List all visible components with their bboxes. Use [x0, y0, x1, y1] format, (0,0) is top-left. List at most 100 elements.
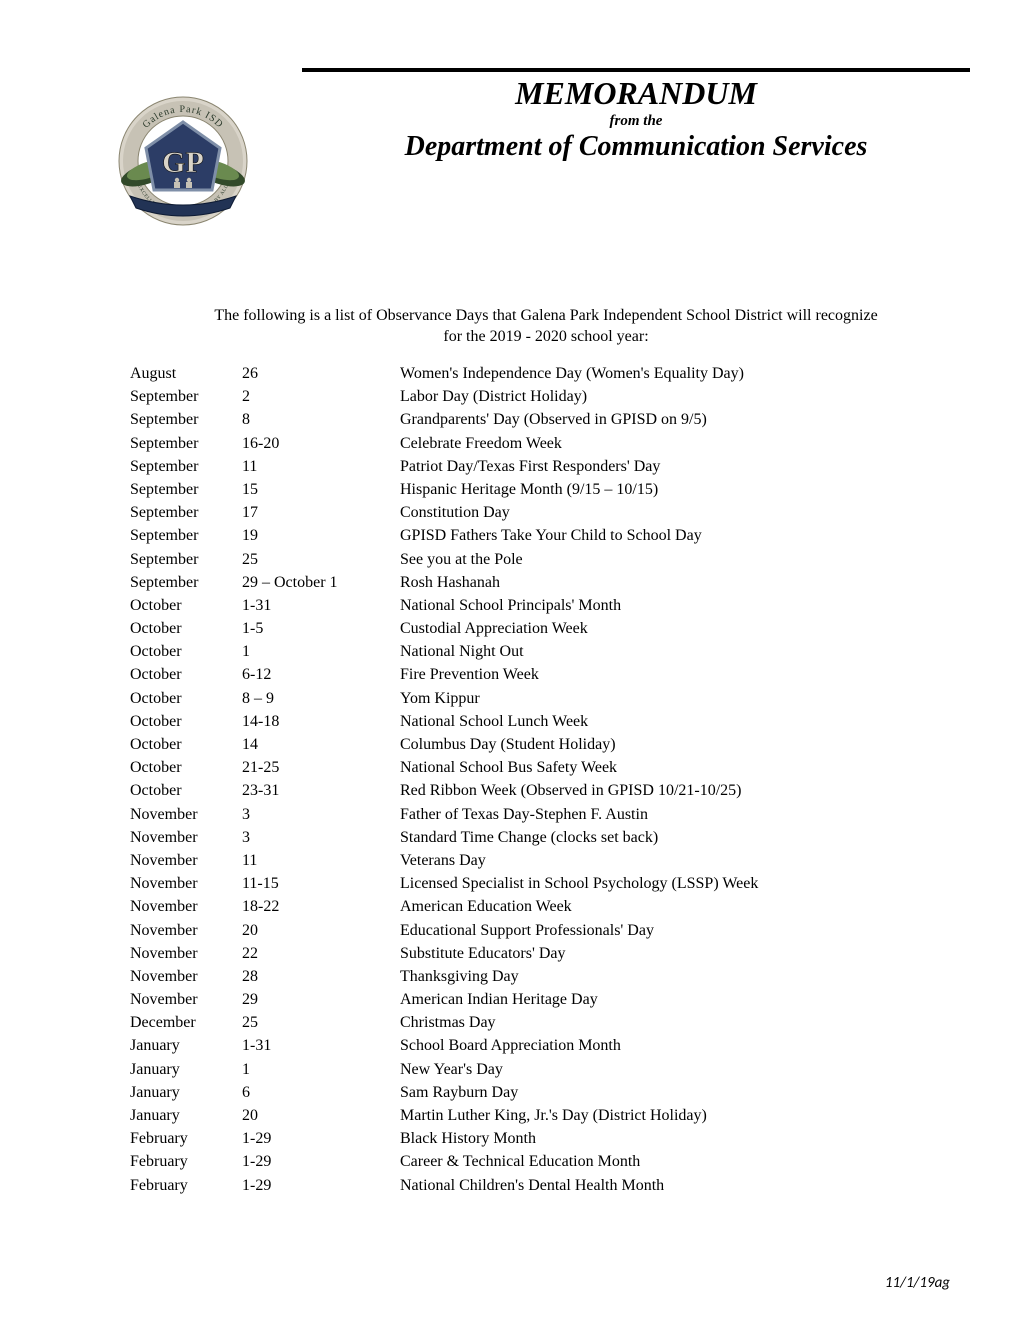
- cell-month: September: [130, 432, 242, 455]
- cell-date: 28: [242, 965, 400, 988]
- memo-header: MEMORANDUM from the Department of Commun…: [302, 74, 970, 164]
- cell-description: Rosh Hashanah: [400, 571, 962, 594]
- table-row: January20Martin Luther King, Jr.'s Day (…: [130, 1104, 962, 1127]
- table-row: February1-29Black History Month: [130, 1127, 962, 1150]
- cell-month: October: [130, 779, 242, 802]
- cell-date: 2: [242, 385, 400, 408]
- cell-description: Licensed Specialist in School Psychology…: [400, 872, 962, 895]
- cell-description: Labor Day (District Holiday): [400, 385, 962, 408]
- cell-date: 19: [242, 524, 400, 547]
- header-rule: [302, 68, 970, 72]
- cell-description: Father of Texas Day-Stephen F. Austin: [400, 803, 962, 826]
- cell-description: Celebrate Freedom Week: [400, 432, 962, 455]
- table-row: September25See you at the Pole: [130, 548, 962, 571]
- cell-description: Standard Time Change (clocks set back): [400, 826, 962, 849]
- table-row: September8Grandparents' Day (Observed in…: [130, 408, 962, 431]
- cell-month: February: [130, 1150, 242, 1173]
- cell-date: 1-29: [242, 1127, 400, 1150]
- cell-month: November: [130, 988, 242, 1011]
- cell-month: February: [130, 1174, 242, 1197]
- cell-date: 8 – 9: [242, 687, 400, 710]
- cell-month: October: [130, 617, 242, 640]
- cell-description: Fire Prevention Week: [400, 663, 962, 686]
- cell-description: Columbus Day (Student Holiday): [400, 733, 962, 756]
- cell-date: 20: [242, 1104, 400, 1127]
- cell-date: 3: [242, 803, 400, 826]
- cell-date: 22: [242, 942, 400, 965]
- cell-description: Black History Month: [400, 1127, 962, 1150]
- cell-date: 25: [242, 1011, 400, 1034]
- cell-description: Career & Technical Education Month: [400, 1150, 962, 1173]
- cell-description: See you at the Pole: [400, 548, 962, 571]
- cell-month: November: [130, 895, 242, 918]
- cell-month: October: [130, 663, 242, 686]
- table-row: September19GPISD Fathers Take Your Child…: [130, 524, 962, 547]
- cell-date: 8: [242, 408, 400, 431]
- cell-month: January: [130, 1034, 242, 1057]
- cell-description: GPISD Fathers Take Your Child to School …: [400, 524, 962, 547]
- table-row: August26Women's Independence Day (Women'…: [130, 362, 962, 385]
- observance-table: August26Women's Independence Day (Women'…: [130, 362, 962, 1197]
- cell-description: American Education Week: [400, 895, 962, 918]
- cell-date: 6: [242, 1081, 400, 1104]
- cell-month: August: [130, 362, 242, 385]
- cell-description: National Night Out: [400, 640, 962, 663]
- table-row: November3Father of Texas Day-Stephen F. …: [130, 803, 962, 826]
- cell-date: 1: [242, 1058, 400, 1081]
- table-row: October1-5Custodial Appreciation Week: [130, 617, 962, 640]
- cell-date: 18-22: [242, 895, 400, 918]
- cell-date: 3: [242, 826, 400, 849]
- cell-date: 26: [242, 362, 400, 385]
- cell-month: September: [130, 455, 242, 478]
- cell-date: 29: [242, 988, 400, 1011]
- cell-month: September: [130, 571, 242, 594]
- cell-description: American Indian Heritage Day: [400, 988, 962, 1011]
- cell-date: 1-31: [242, 1034, 400, 1057]
- cell-date: 21-25: [242, 756, 400, 779]
- intro-text: The following is a list of Observance Da…: [130, 306, 962, 348]
- cell-month: November: [130, 803, 242, 826]
- table-row: September11Patriot Day/Texas First Respo…: [130, 455, 962, 478]
- cell-month: October: [130, 687, 242, 710]
- cell-date: 29 – October 1: [242, 571, 400, 594]
- memo-from-the: from the: [302, 112, 970, 130]
- table-row: November3Standard Time Change (clocks se…: [130, 826, 962, 849]
- cell-description: Custodial Appreciation Week: [400, 617, 962, 640]
- cell-date: 1-5: [242, 617, 400, 640]
- cell-date: 11: [242, 455, 400, 478]
- cell-description: New Year's Day: [400, 1058, 962, 1081]
- cell-date: 17: [242, 501, 400, 524]
- table-row: December25Christmas Day: [130, 1011, 962, 1034]
- district-logo: Galena Park ISD EXCELLENCE IN ALL · FOR …: [108, 86, 258, 236]
- table-row: October14Columbus Day (Student Holiday): [130, 733, 962, 756]
- table-row: January1New Year's Day: [130, 1058, 962, 1081]
- svg-text:GP: GP: [162, 146, 204, 179]
- cell-description: National School Principals' Month: [400, 594, 962, 617]
- cell-month: September: [130, 548, 242, 571]
- cell-description: Patriot Day/Texas First Responders' Day: [400, 455, 962, 478]
- cell-description: Educational Support Professionals' Day: [400, 919, 962, 942]
- cell-description: National School Lunch Week: [400, 710, 962, 733]
- table-row: November18-22American Education Week: [130, 895, 962, 918]
- cell-date: 1: [242, 640, 400, 663]
- cell-date: 1-29: [242, 1150, 400, 1173]
- table-row: November28Thanksgiving Day: [130, 965, 962, 988]
- cell-month: September: [130, 478, 242, 501]
- footer-date-stamp: 11/1/19ag: [885, 1274, 950, 1292]
- intro-line1: The following is a list of Observance Da…: [214, 307, 877, 324]
- table-row: October6-12Fire Prevention Week: [130, 663, 962, 686]
- cell-date: 6-12: [242, 663, 400, 686]
- table-row: October23-31Red Ribbon Week (Observed in…: [130, 779, 962, 802]
- memo-dept-title: Department of Communication Services: [302, 130, 970, 164]
- cell-description: National Children's Dental Health Month: [400, 1174, 962, 1197]
- cell-date: 11: [242, 849, 400, 872]
- cell-description: Grandparents' Day (Observed in GPISD on …: [400, 408, 962, 431]
- cell-date: 1-31: [242, 594, 400, 617]
- cell-month: October: [130, 710, 242, 733]
- cell-description: National School Bus Safety Week: [400, 756, 962, 779]
- cell-month: January: [130, 1058, 242, 1081]
- cell-month: November: [130, 849, 242, 872]
- table-row: October21-25National School Bus Safety W…: [130, 756, 962, 779]
- cell-description: Hispanic Heritage Month (9/15 – 10/15): [400, 478, 962, 501]
- table-row: October1National Night Out: [130, 640, 962, 663]
